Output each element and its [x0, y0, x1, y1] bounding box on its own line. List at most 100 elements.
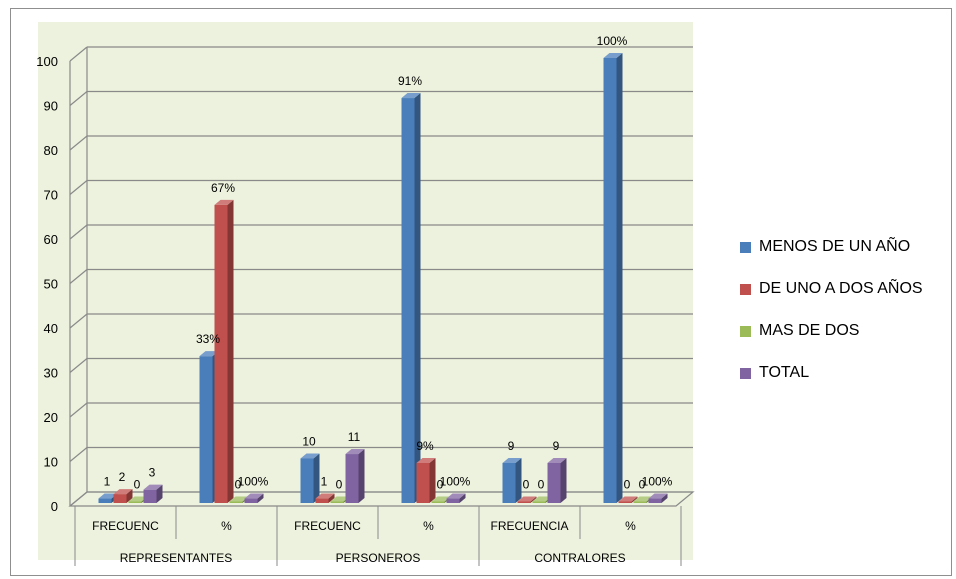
- category-label: FRECUENC: [92, 519, 159, 533]
- y-tick-label: 10: [44, 455, 58, 470]
- data-label: 0: [639, 478, 646, 492]
- data-label: 2: [119, 470, 126, 484]
- y-tick-label: 50: [44, 277, 58, 292]
- bar: [517, 496, 537, 503]
- y-tick-label: 100: [36, 54, 58, 69]
- floor: [68, 491, 695, 507]
- bar-front: [603, 58, 617, 503]
- gridline-depth: [69, 46, 88, 62]
- bar-top: [229, 496, 249, 502]
- group-label: REPRESENTANTES: [120, 551, 232, 565]
- bar: [416, 457, 436, 503]
- bar-side: [560, 457, 567, 503]
- bar-top: [345, 449, 365, 455]
- bar-top: [401, 93, 421, 99]
- bar: [648, 493, 668, 503]
- legend-item-menos-de-un-ano: MENOS DE UN AÑO: [740, 226, 950, 268]
- bar-top: [431, 496, 451, 502]
- data-label: 100%: [597, 34, 628, 48]
- plot-area: [38, 22, 693, 560]
- data-label: 100%: [642, 475, 673, 489]
- legend: MENOS DE UN AÑO DE UNO A DOS AÑOS MAS DE…: [740, 226, 950, 394]
- bar: [603, 53, 623, 503]
- bar-side: [328, 493, 335, 503]
- bar-top: [330, 496, 350, 502]
- data-label: 0: [523, 478, 530, 492]
- bar-front: [214, 204, 228, 503]
- data-label: 0: [624, 478, 631, 492]
- data-label: 100%: [238, 475, 269, 489]
- bar: [244, 493, 264, 503]
- gridline-depth: [69, 91, 88, 106]
- data-label: 11: [348, 430, 361, 444]
- bar: [315, 493, 335, 503]
- bar-top: [502, 457, 522, 463]
- bar-side: [661, 493, 668, 503]
- y-tick-label: 60: [44, 232, 58, 247]
- bar-top: [128, 496, 148, 502]
- bar-side: [631, 496, 638, 503]
- data-label: 1: [104, 475, 111, 489]
- data-label: 9%: [416, 439, 434, 453]
- bar-front: [330, 501, 344, 503]
- bar-front: [113, 494, 127, 503]
- group-label: PERSONEROS: [336, 551, 421, 565]
- bar-top: [98, 493, 118, 499]
- gridline-depth: [69, 269, 88, 284]
- y-axis-ticks: 0 10 20 30 40 50 60 70 80 90 100: [36, 54, 58, 514]
- gridline-depth: [69, 224, 88, 240]
- gridline-depth: [69, 447, 88, 462]
- bar-top: [214, 199, 234, 205]
- y-tick-label: 30: [44, 366, 58, 381]
- bar: [300, 453, 320, 503]
- category-label: FRECUENC: [294, 519, 361, 533]
- bar: [401, 93, 421, 504]
- bar-side: [257, 493, 264, 503]
- bar-side: [530, 496, 537, 503]
- bar: [143, 484, 163, 503]
- bar-top: [143, 484, 163, 490]
- data-label: 9: [508, 439, 515, 453]
- category-axis: FRECUENC% FRECUENC% FRECUENCIA % REPRESENTAN…: [74, 506, 682, 566]
- data-label: 9: [553, 439, 560, 453]
- bar-top: [532, 496, 552, 502]
- bars: [98, 53, 668, 504]
- bar-front: [517, 501, 531, 503]
- bar: [446, 493, 466, 503]
- legend-label: MENOS DE UN AÑO: [759, 238, 911, 255]
- data-label: 67%: [211, 181, 235, 195]
- y-tick-label: 0: [51, 499, 58, 514]
- bar-front: [532, 501, 546, 503]
- bar-front: [229, 501, 243, 503]
- bar-top: [603, 53, 623, 58]
- legend-label: MAS DE DOS: [759, 322, 860, 339]
- bar-front: [431, 501, 445, 503]
- bar: [547, 457, 567, 503]
- gridline-depth: [69, 135, 88, 151]
- bar-side: [358, 449, 365, 503]
- bar-top: [517, 496, 537, 502]
- bar-side: [414, 93, 421, 504]
- bar-front: [199, 356, 213, 503]
- data-label: 0: [134, 478, 141, 492]
- legend-swatch: [740, 283, 751, 295]
- data-label: 91%: [398, 74, 422, 88]
- bar-front: [502, 462, 516, 503]
- bar-front: [446, 498, 460, 503]
- legend-swatch: [740, 367, 751, 379]
- bar-side: [313, 453, 320, 503]
- bar-top: [547, 457, 567, 463]
- legend-swatch: [740, 241, 751, 253]
- bar-side: [459, 493, 466, 503]
- y-tick-label: 90: [44, 99, 58, 114]
- bar-top: [199, 351, 219, 357]
- data-label: 3: [149, 466, 156, 480]
- bar-side: [616, 53, 623, 503]
- bar-top: [244, 493, 264, 499]
- bar: [113, 489, 133, 503]
- category-label: %: [625, 519, 636, 533]
- gridlines: [69, 46, 693, 507]
- data-label: 1: [321, 475, 328, 489]
- bar-top: [113, 489, 133, 495]
